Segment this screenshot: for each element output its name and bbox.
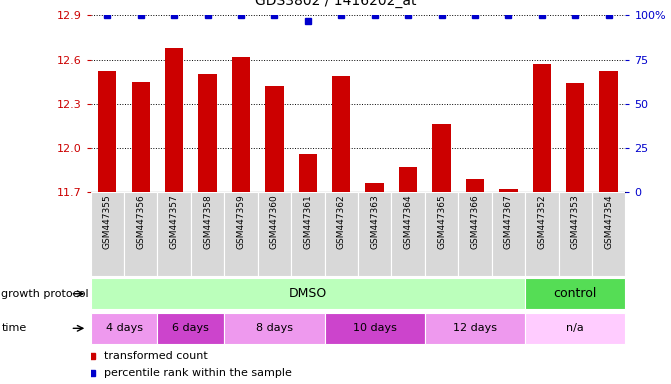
Text: GSM447357: GSM447357 <box>170 195 178 249</box>
Bar <box>199 74 217 192</box>
Text: GSM447359: GSM447359 <box>236 195 246 249</box>
Text: GSM447358: GSM447358 <box>203 195 212 249</box>
Text: GSM447354: GSM447354 <box>604 195 613 249</box>
Text: growth protocol: growth protocol <box>1 289 89 299</box>
Text: GSM447367: GSM447367 <box>504 195 513 249</box>
Bar <box>158 192 191 276</box>
Bar <box>558 192 592 276</box>
Bar <box>132 82 150 192</box>
Bar <box>332 76 350 192</box>
Text: 6 days: 6 days <box>172 323 209 333</box>
Bar <box>165 48 183 192</box>
Bar <box>325 313 425 344</box>
Bar <box>458 192 492 276</box>
Bar <box>466 179 484 192</box>
Bar <box>533 64 551 192</box>
Text: control: control <box>554 287 597 300</box>
Bar <box>291 192 325 276</box>
Text: GSM447356: GSM447356 <box>136 195 145 249</box>
Bar <box>158 313 224 344</box>
Bar <box>492 192 525 276</box>
Text: time: time <box>1 323 27 333</box>
Text: GSM447364: GSM447364 <box>404 195 413 249</box>
Bar <box>91 313 158 344</box>
Bar <box>499 189 517 192</box>
Bar <box>358 192 391 276</box>
Text: GDS3802 / 1416202_at: GDS3802 / 1416202_at <box>255 0 416 8</box>
Bar <box>592 192 625 276</box>
Bar <box>432 124 451 192</box>
Bar <box>231 56 250 192</box>
Text: GSM447362: GSM447362 <box>337 195 346 249</box>
Text: GSM447365: GSM447365 <box>437 195 446 249</box>
Bar <box>258 192 291 276</box>
Text: 8 days: 8 days <box>256 323 293 333</box>
Bar <box>91 192 124 276</box>
Bar <box>124 192 158 276</box>
Bar <box>599 71 618 192</box>
Bar <box>98 71 117 192</box>
Text: n/a: n/a <box>566 323 584 333</box>
Bar <box>224 192 258 276</box>
Bar <box>265 86 284 192</box>
Bar <box>525 192 558 276</box>
Bar <box>325 192 358 276</box>
Bar <box>91 278 525 310</box>
Bar <box>366 183 384 192</box>
Bar <box>525 313 625 344</box>
Bar <box>299 154 317 192</box>
Text: 4 days: 4 days <box>105 323 142 333</box>
Text: GSM447360: GSM447360 <box>270 195 279 249</box>
Text: GSM447363: GSM447363 <box>370 195 379 249</box>
Text: GSM447366: GSM447366 <box>470 195 480 249</box>
Bar <box>391 192 425 276</box>
Bar <box>399 167 417 192</box>
Bar <box>425 192 458 276</box>
Text: transformed count: transformed count <box>104 351 208 361</box>
Text: percentile rank within the sample: percentile rank within the sample <box>104 368 292 378</box>
Bar <box>566 83 584 192</box>
Text: GSM447361: GSM447361 <box>303 195 312 249</box>
Bar <box>525 278 625 310</box>
Text: 10 days: 10 days <box>353 323 397 333</box>
Text: DMSO: DMSO <box>289 287 327 300</box>
Text: GSM447355: GSM447355 <box>103 195 112 249</box>
Bar <box>224 313 325 344</box>
Bar <box>191 192 224 276</box>
Text: GSM447352: GSM447352 <box>537 195 546 249</box>
Text: GSM447353: GSM447353 <box>571 195 580 249</box>
Bar <box>425 313 525 344</box>
Text: 12 days: 12 days <box>453 323 497 333</box>
